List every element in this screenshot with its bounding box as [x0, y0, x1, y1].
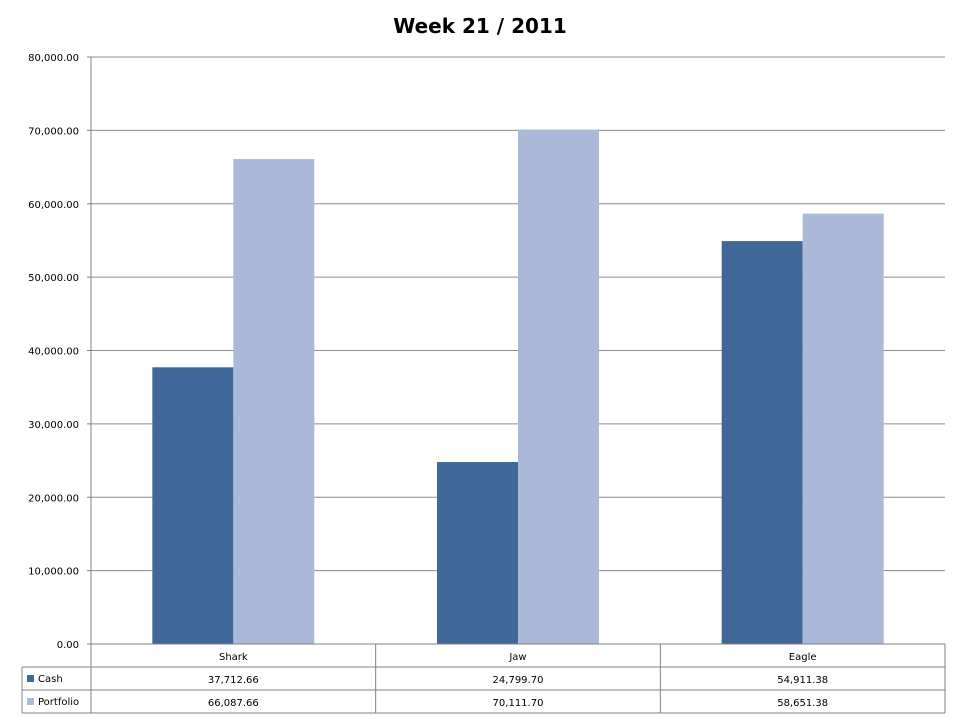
- data-label: 37,712.66: [208, 675, 259, 686]
- data-label: 70,111.70: [493, 698, 544, 709]
- y-tick-label: 80,000.00: [28, 53, 79, 64]
- legend-swatch-portfolio: [27, 698, 34, 705]
- bar-portfolio-eagle: [802, 213, 884, 644]
- y-tick-label: 50,000.00: [28, 273, 79, 284]
- y-tick-label: 20,000.00: [28, 493, 79, 504]
- legend-label-cash: Cash: [38, 674, 63, 685]
- data-label: 24,799.70: [493, 675, 544, 686]
- x-tick-label: Eagle: [789, 652, 817, 663]
- axes: [90, 56, 945, 644]
- x-tick-label: Jaw: [508, 652, 526, 663]
- y-tick-label: 30,000.00: [28, 420, 79, 431]
- data-label: 58,651.38: [777, 698, 828, 709]
- y-tick-label: 70,000.00: [28, 126, 79, 137]
- legend-label-portfolio: Portfolio: [38, 697, 79, 708]
- y-tick-label: 60,000.00: [28, 200, 79, 211]
- y-tick-label: 0.00: [57, 640, 79, 651]
- bars: [152, 129, 884, 644]
- bar-cash-jaw: [437, 462, 518, 644]
- data-table: Shark Jaw Eagle Cash 37,712.66 24,799.70 54,91…: [21, 643, 946, 714]
- legend-swatch-cash: [27, 675, 34, 682]
- y-tick-label: 10,000.00: [28, 567, 79, 578]
- bar-cash-shark: [152, 367, 234, 644]
- x-tick-label: Shark: [219, 652, 248, 663]
- bar-portfolio-jaw: [518, 129, 599, 644]
- chart-title: Week 21 / 2011: [393, 14, 566, 38]
- data-label: 54,911.38: [777, 675, 828, 686]
- y-axis-ticks: 0.00 10,000.00 20,000.00 30,000.00 40,000.00…: [28, 53, 91, 651]
- data-label: 66,087.66: [208, 698, 259, 709]
- bar-cash-eagle: [721, 241, 803, 644]
- bar-portfolio-shark: [233, 159, 315, 644]
- y-tick-label: 40,000.00: [28, 347, 79, 358]
